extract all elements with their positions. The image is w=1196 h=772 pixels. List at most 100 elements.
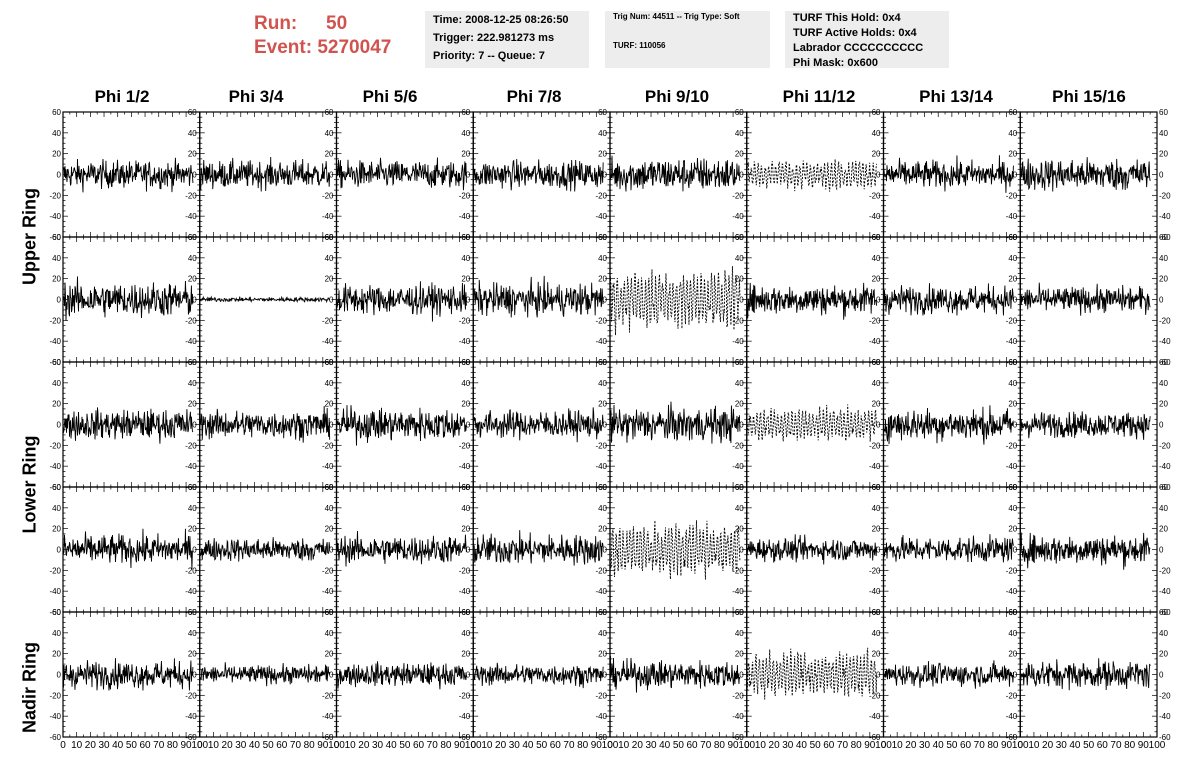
x-tick-label: 30 (98, 740, 110, 751)
y-tick-label: 40 (1008, 629, 1017, 638)
y-tick-label-left: -60 (49, 733, 61, 742)
y-tick-label-right: -40 (1159, 712, 1171, 721)
column-header-phi-15-16: Phi 15/16 (1052, 87, 1126, 106)
y-tick-label: -40 (869, 337, 881, 346)
y-tick-label: -20 (732, 316, 744, 325)
column-header-phi-1-2: Phi 1/2 (94, 87, 150, 106)
y-tick-label-left: 40 (52, 504, 61, 513)
y-tick-label: -60 (1006, 733, 1018, 742)
y-tick-label: -40 (869, 712, 881, 721)
waveform-trace (609, 655, 741, 693)
y-tick-label: -40 (595, 462, 607, 471)
column-header-phi-11-12: Phi 11/12 (782, 87, 856, 106)
y-tick-label: -20 (732, 566, 744, 575)
y-tick-label: 60 (461, 233, 470, 242)
y-tick-label: 20 (1008, 150, 1017, 159)
waveform-trace (1019, 532, 1151, 570)
y-tick-label: 0 (1013, 671, 1018, 680)
y-tick-label-left: 60 (52, 108, 61, 117)
waveform-trace (336, 405, 467, 446)
waveform-trace (609, 520, 741, 580)
waveform-trace (609, 155, 741, 192)
y-tick-label: 20 (735, 150, 744, 159)
y-tick-label: 60 (188, 233, 197, 242)
x-tick-label: 10 (755, 740, 767, 751)
y-tick-label: -40 (322, 337, 334, 346)
waveform-trace (472, 530, 604, 566)
y-tick-label: 60 (461, 483, 470, 492)
y-tick-label-left: 20 (52, 400, 61, 409)
y-tick-label: 60 (188, 358, 197, 367)
waveform-trace (1019, 157, 1151, 192)
waveform-trace (336, 531, 467, 567)
x-tick-label: 20 (358, 740, 370, 751)
y-tick-label: 40 (461, 504, 470, 513)
y-tick-label: -40 (595, 587, 607, 596)
x-tick-label: 70 (153, 740, 165, 751)
y-tick-label-right: 40 (1159, 379, 1168, 388)
waveform-panel-r1-c0: -60 -40 -20 0 20 40 60 (49, 233, 201, 367)
y-tick-label: 40 (461, 629, 470, 638)
y-tick-label-left: -60 (49, 608, 61, 617)
y-tick-label: 20 (325, 275, 334, 284)
y-tick-label-right: 60 (1159, 108, 1168, 117)
y-tick-label: 60 (872, 108, 881, 117)
y-tick-label: -60 (732, 733, 744, 742)
y-tick-label-left: -40 (49, 462, 61, 471)
y-tick-label: 20 (1008, 275, 1017, 284)
y-tick-label: 60 (461, 108, 470, 117)
y-tick-label: 0 (192, 296, 197, 305)
y-tick-label: 20 (1008, 525, 1017, 534)
y-tick-label: -40 (459, 712, 471, 721)
y-tick-label-left: -20 (49, 316, 61, 325)
y-tick-label-left: -60 (49, 483, 61, 492)
waveform-panel-r2-c0: -60 -40 -20 0 20 40 60 (49, 358, 201, 492)
waveform-trace (199, 662, 331, 687)
x-tick-label: 60 (139, 740, 151, 751)
waveform-trace (609, 401, 741, 444)
y-tick-label: 20 (735, 275, 744, 284)
run-label: Run: (254, 13, 298, 34)
y-tick-label: -20 (1006, 441, 1018, 450)
y-tick-label: -20 (869, 191, 881, 200)
x-tick-label: 100 (602, 740, 619, 751)
y-tick-label: -40 (185, 337, 197, 346)
y-tick-label: 0 (1013, 171, 1018, 180)
x-tick-label: 20 (222, 740, 234, 751)
waveform-panel-r0-c0: -60 -40 -20 0 20 40 60 (49, 108, 201, 242)
y-tick-label: 0 (192, 171, 197, 180)
y-tick-label: 0 (192, 546, 197, 555)
x-tick-label: 0 (1017, 740, 1023, 751)
x-tick-label: 100 (1149, 740, 1166, 751)
trig-num-line: Trig Num: 44511 -- Trig Type: Soft (613, 12, 740, 21)
y-tick-label: 20 (872, 150, 881, 159)
y-tick-label-right: 40 (1159, 254, 1168, 263)
y-tick-label-right: 20 (1159, 400, 1168, 409)
y-tick-label: -20 (322, 316, 334, 325)
y-tick-label-right: 0 (1159, 546, 1164, 555)
y-tick-label-right: -20 (1159, 316, 1171, 325)
y-tick-label-right: 0 (1159, 671, 1164, 680)
x-tick-label: 40 (796, 740, 808, 751)
x-tick-label: 40 (112, 740, 124, 751)
y-tick-label: -40 (185, 712, 197, 721)
x-tick-label: 100 (465, 740, 482, 751)
waveform-trace (746, 282, 878, 320)
waveform-trace (609, 266, 741, 336)
y-tick-label: 40 (598, 379, 607, 388)
y-tick-label-right: -60 (1159, 483, 1171, 492)
y-tick-label: -60 (185, 733, 197, 742)
y-tick-label: 20 (325, 400, 334, 409)
y-tick-label: -60 (459, 733, 471, 742)
waveform-trace (746, 404, 878, 442)
